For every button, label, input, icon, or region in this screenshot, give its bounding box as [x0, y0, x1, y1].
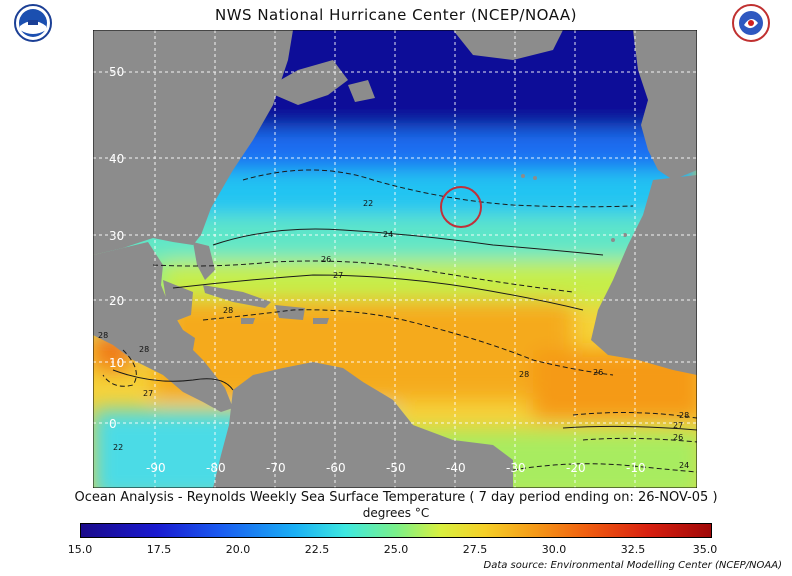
contour-label: 28: [519, 370, 529, 379]
contour-label: 24: [383, 230, 393, 239]
contour-label: 28: [679, 411, 689, 420]
color-scale-tick: 25.0: [383, 543, 409, 556]
lon-label: -60: [326, 461, 346, 475]
color-scale-tick: 17.5: [146, 543, 172, 556]
lat-label: 30: [109, 229, 124, 243]
contour-label: 27: [333, 271, 343, 280]
data-source: Data source: Environmental Modelling Cen…: [483, 560, 783, 571]
lon-label: -40: [446, 461, 466, 475]
color-scale-bar: [80, 523, 712, 538]
contour-label: 26: [321, 255, 331, 264]
storm-position-marker: [440, 186, 482, 228]
lon-label: -80: [206, 461, 226, 475]
contour-label: 27: [673, 421, 683, 430]
isotherms: [102, 169, 697, 473]
color-scale-tick: 35.0: [692, 543, 718, 556]
lat-label: 10: [109, 356, 124, 370]
graticule: [93, 30, 697, 488]
noaa-logo: [14, 4, 52, 42]
lat-label: 0: [109, 417, 117, 431]
units-label: degrees °C: [362, 506, 430, 520]
contour-label: 22: [363, 199, 373, 208]
contour-label: 28: [139, 345, 149, 354]
contour-label: 26: [673, 433, 683, 442]
lon-label: -30: [506, 461, 526, 475]
color-scale-tick: 22.5: [304, 543, 330, 556]
color-scale-tick: 27.5: [462, 543, 488, 556]
sst-map: 50 40 30 20 10 0 -90 -80 -70 -60 -50 -40…: [93, 30, 697, 488]
contour-label: 28: [223, 306, 233, 315]
nws-logo: [732, 4, 770, 42]
lon-label: -20: [566, 461, 586, 475]
lon-label: -90: [146, 461, 166, 475]
color-scale-tick: 30.0: [541, 543, 567, 556]
lat-label: 40: [109, 152, 124, 166]
contour-label: 28: [98, 331, 108, 340]
contour-label: 22: [113, 443, 123, 452]
page-title: NWS National Hurricane Center (NCEP/NOAA…: [214, 6, 577, 24]
color-scale-tick: 20.0: [225, 543, 251, 556]
contour-label: 24: [679, 461, 689, 470]
lat-label: 20: [109, 294, 124, 308]
lon-label: -70: [266, 461, 286, 475]
contour-label: 26: [593, 368, 603, 377]
lat-label: 50: [109, 65, 124, 79]
map-caption: Ocean Analysis - Reynolds Weekly Sea Sur…: [74, 490, 718, 505]
color-scale-tick: 32.5: [620, 543, 646, 556]
color-scale-tick: 15.0: [67, 543, 93, 556]
lon-label: -10: [626, 461, 646, 475]
land: [93, 30, 697, 488]
lon-label: -50: [386, 461, 406, 475]
contour-label: 27: [143, 389, 153, 398]
